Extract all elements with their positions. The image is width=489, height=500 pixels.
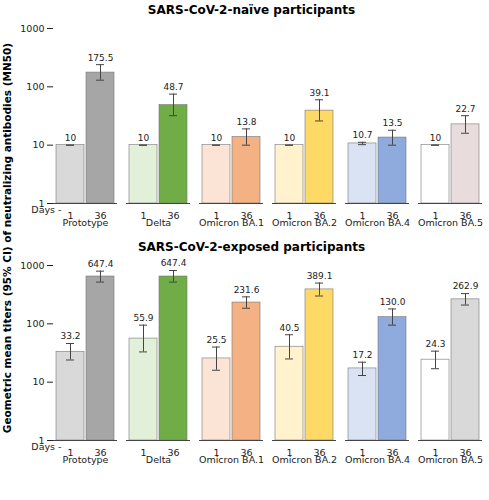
svg-text:1: 1 [286, 210, 292, 221]
svg-text:Delta: Delta [145, 454, 172, 466]
svg-text:36: 36 [313, 447, 325, 458]
svg-text:Omicron BA.1: Omicron BA.1 [199, 217, 264, 228]
svg-text:10.7: 10.7 [352, 130, 372, 140]
svg-text:1: 1 [213, 447, 219, 458]
svg-text:40.5: 40.5 [279, 323, 299, 333]
svg-text:1000: 1000 [20, 260, 44, 271]
svg-text:1000: 1000 [20, 23, 44, 34]
svg-text:13.5: 13.5 [382, 118, 402, 128]
svg-text:10: 10 [138, 133, 150, 143]
svg-text:Omicron BA.5: Omicron BA.5 [418, 454, 483, 465]
svg-text:36: 36 [386, 210, 398, 221]
svg-text:24.3: 24.3 [425, 339, 445, 349]
svg-text:1: 1 [67, 447, 73, 458]
html-text:SARS-CoV-2-exposed participant: SARS-CoV-2-exposed participants [137, 240, 366, 254]
svg-text:1: 1 [286, 447, 292, 458]
svg-text:10: 10 [284, 133, 296, 143]
svg-text:Omicron BA.5: Omicron BA.5 [418, 217, 483, 228]
svg-text:36: 36 [386, 447, 398, 458]
svg-text:175.5: 175.5 [88, 53, 114, 63]
svg-text:36: 36 [94, 210, 106, 221]
svg-text:48.7: 48.7 [163, 82, 183, 92]
svg-text:36: 36 [167, 210, 179, 221]
svg-text:36: 36 [240, 447, 252, 458]
svg-text:22.7: 22.7 [455, 104, 475, 114]
svg-text:1: 1 [140, 447, 146, 458]
svg-text:Omicron BA.1: Omicron BA.1 [199, 454, 264, 465]
svg-text:33.2: 33.2 [60, 331, 80, 341]
svg-text:Omicron BA.2: Omicron BA.2 [272, 454, 337, 465]
svg-text:36: 36 [94, 447, 106, 458]
svg-text:Omicron BA.4: Omicron BA.4 [345, 454, 410, 465]
svg-text:13.8: 13.8 [236, 117, 256, 127]
html-text:SARS-CoV-2-naïve participants: SARS-CoV-2-naïve participants [147, 3, 356, 17]
svg-text:Prototype: Prototype [62, 454, 109, 466]
svg-text:39.1: 39.1 [309, 88, 329, 98]
svg-text:Omicron BA.2: Omicron BA.2 [272, 217, 337, 228]
svg-text:25.5: 25.5 [206, 335, 226, 345]
svg-text:55.9: 55.9 [133, 313, 153, 323]
svg-text:262.9: 262.9 [453, 281, 479, 291]
svg-text:100: 100 [26, 318, 44, 329]
svg-text:647.4: 647.4 [88, 259, 114, 269]
svg-text:1: 1 [140, 210, 146, 221]
svg-text:36: 36 [240, 210, 252, 221]
svg-text:10: 10 [65, 133, 77, 143]
svg-text:Days -: Days - [31, 441, 61, 452]
svg-text:1: 1 [432, 210, 438, 221]
svg-text:10: 10 [32, 139, 44, 150]
svg-text:36: 36 [167, 447, 179, 458]
svg-text:17.2: 17.2 [352, 350, 372, 360]
svg-text:Days -: Days - [31, 204, 61, 215]
svg-text:1: 1 [359, 210, 365, 221]
svg-text:36: 36 [459, 447, 471, 458]
svg-text:Omicron BA.4: Omicron BA.4 [345, 217, 410, 228]
svg-text:10: 10 [211, 133, 223, 143]
svg-text:100: 100 [26, 81, 44, 92]
svg-text:1: 1 [67, 210, 73, 221]
svg-text:647.4: 647.4 [161, 258, 187, 268]
svg-text:Delta: Delta [145, 217, 172, 229]
svg-text:1: 1 [359, 447, 365, 458]
svg-text:Prototype: Prototype [62, 217, 109, 229]
svg-text:130.0: 130.0 [380, 297, 406, 307]
svg-text:10: 10 [430, 133, 442, 143]
svg-text:36: 36 [459, 210, 471, 221]
svg-text:1: 1 [213, 210, 219, 221]
svg-text:1: 1 [432, 447, 438, 458]
svg-text:231.6: 231.6 [234, 285, 260, 295]
html-text:Geometric mean titers (95% CI): Geometric mean titers (95% CI) of neutra… [1, 42, 13, 434]
svg-text:389.1: 389.1 [307, 271, 333, 281]
svg-text:36: 36 [313, 210, 325, 221]
svg-text:10: 10 [32, 376, 44, 387]
